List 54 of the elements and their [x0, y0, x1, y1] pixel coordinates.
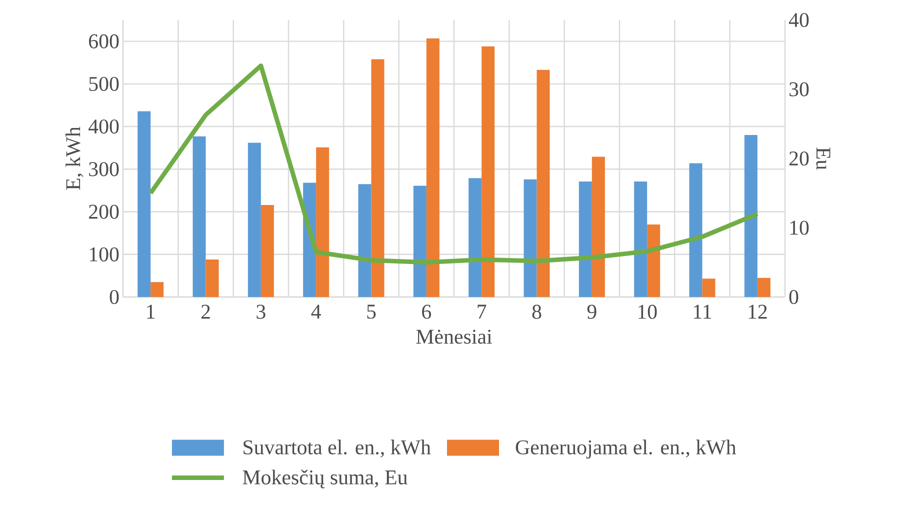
- x-tick-label: 3: [256, 304, 266, 319]
- x-tick-label: 6: [422, 304, 432, 319]
- legend-label: Suvartota el. en., kWh: [244, 440, 431, 458]
- bar: [260, 204, 274, 297]
- bar: [634, 182, 648, 297]
- bar: [358, 184, 372, 297]
- bar: [578, 182, 592, 297]
- x-tick-label: 12: [748, 304, 767, 319]
- bar: [426, 38, 440, 297]
- bar: [536, 70, 550, 297]
- bar: [689, 163, 702, 297]
- y-tick-label: 200: [89, 204, 119, 219]
- x-tick-label: 4: [311, 304, 321, 319]
- bar: [192, 136, 206, 297]
- bar: [647, 224, 660, 297]
- y2-tick-label: 30: [790, 82, 809, 96]
- bar: [138, 111, 151, 297]
- y2-tick-label: 0: [789, 290, 798, 304]
- bar: [150, 282, 164, 297]
- x-tick-label: 8: [532, 304, 542, 319]
- bar: [248, 142, 261, 297]
- bar: [744, 135, 758, 297]
- x-axis-title: Mėnesiai: [416, 330, 492, 344]
- bar: [371, 59, 384, 297]
- x-tick-label: 7: [478, 304, 486, 318]
- y-tick-label: 100: [90, 247, 119, 262]
- x-tick-label: 9: [587, 304, 596, 319]
- bar: [482, 46, 495, 297]
- x-tick-label: 2: [201, 304, 210, 319]
- bar: [316, 147, 330, 297]
- x-tick-label: 5: [367, 304, 376, 319]
- y-tick-label: 500: [89, 76, 119, 91]
- x-tick-label: 1: [147, 304, 155, 319]
- bar: [413, 186, 426, 297]
- legend-label: Generuojama el. en., kWh: [516, 440, 736, 459]
- y-axis-title: E, kWh: [66, 126, 84, 190]
- bar: [757, 278, 770, 297]
- legend-label: Mokesčių suma, Eu: [242, 470, 408, 488]
- line-series: [148, 63, 760, 265]
- y2-tick-label: 10: [790, 220, 809, 235]
- y-tick-label: 400: [88, 119, 119, 134]
- x-tick-label: 11: [694, 304, 712, 319]
- bar: [702, 278, 716, 297]
- y2-tick-label: 40: [788, 12, 809, 28]
- y-tick-label: 600: [89, 34, 119, 48]
- bar: [206, 259, 219, 297]
- y-tick-label: 0: [110, 290, 119, 304]
- bar: [592, 156, 605, 297]
- y2-axis-title: Eu: [816, 147, 830, 170]
- y2-tick-label: 20: [789, 151, 809, 166]
- bar: [524, 179, 537, 297]
- y-tick-label: 300: [89, 162, 119, 176]
- bar: [468, 178, 482, 297]
- x-tick-label: 10: [638, 304, 657, 319]
